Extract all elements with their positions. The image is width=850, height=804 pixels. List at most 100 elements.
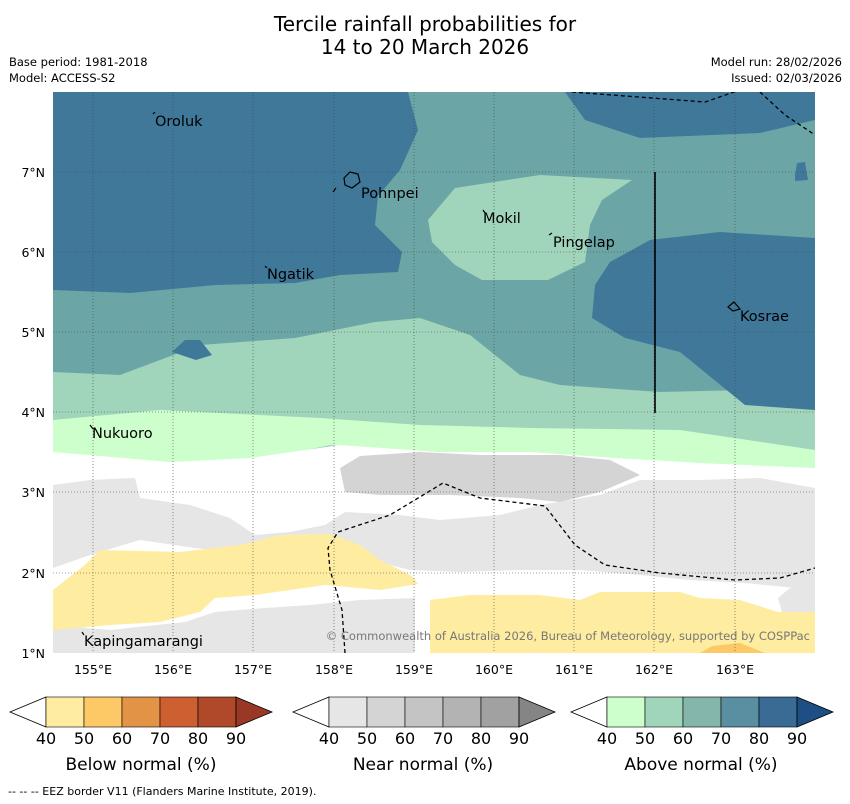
- base-period: Base period: 1981-2018: [9, 55, 148, 69]
- below-normal-label: Below normal (%): [65, 755, 217, 775]
- lat-label: 6°N: [21, 245, 45, 260]
- near-colorbar-tick: 70: [433, 729, 453, 748]
- kosrae-island: [727, 301, 742, 312]
- place-nukuoro: Nukuoro: [92, 426, 153, 442]
- title-line-1: Tercile rainfall probabilities for: [273, 12, 577, 36]
- near-colorbar-segment: [366, 696, 406, 728]
- lon-label: 160°E: [475, 662, 513, 677]
- place-pingelap: Pingelap: [553, 235, 615, 251]
- region-below-40-east: [430, 592, 815, 653]
- below-colorbar-tick: 40: [36, 729, 56, 748]
- place-pohnpei: Pohnpei: [361, 186, 419, 202]
- below-colorbar-tick: 80: [188, 729, 208, 748]
- above-colorbar-segment: [606, 696, 646, 728]
- near-colorbar-tick: 80: [471, 729, 491, 748]
- lon-label: 161°E: [555, 662, 593, 677]
- region-below-50: [700, 643, 765, 653]
- above-normal-label: Above normal (%): [624, 755, 778, 775]
- above-colorbar-tick: 60: [673, 729, 693, 748]
- graticule: [53, 92, 815, 653]
- near-colorbar-under: [291, 696, 330, 728]
- below-colorbar-segment: [45, 696, 85, 728]
- region-near-40-south: [53, 598, 415, 653]
- model-name: Model: ACCESS-S2: [9, 71, 116, 85]
- place-oroluk: Oroluk: [155, 114, 203, 130]
- near-colorbar-segment: [442, 696, 482, 728]
- above-colorbar-over: [796, 696, 835, 728]
- longitude-labels: 155°E 156°E 157°E 158°E 159°E 160°E 161°…: [74, 662, 754, 677]
- place-kapingamarangi: Kapingamarangi: [84, 634, 203, 650]
- lat-label: 3°N: [21, 485, 45, 500]
- chart-title: Tercile rainfall probabilities for 14 to…: [0, 13, 850, 59]
- region-above-70-blob: [172, 340, 212, 360]
- pohnpei-islet: [332, 187, 337, 193]
- region-near-40: [53, 478, 815, 590]
- below-colorbar-over: [235, 696, 274, 728]
- place-kosrae: Kosrae: [740, 309, 789, 325]
- model-info: Base period: 1981-2018 Model: ACCESS-S2: [9, 54, 148, 86]
- eez-note: -- -- -- EEZ border V11 (Flanders Marine…: [8, 785, 317, 798]
- region-above-70-east: [592, 232, 815, 410]
- near-colorbar-segment: [404, 696, 444, 728]
- place-mokil: Mokil: [483, 211, 521, 227]
- lon-label: 158°E: [315, 662, 353, 677]
- kapingamarangi-atoll: [81, 631, 85, 636]
- above-colorbar-segment: [720, 696, 760, 728]
- latitude-labels: 7°N 6°N 5°N 4°N 3°N 2°N 1°N: [21, 165, 45, 661]
- region-above-40: [53, 410, 815, 470]
- title-line-2: 14 to 20 March 2026: [320, 35, 530, 59]
- region-above-70-west: [53, 92, 418, 293]
- pohnpei-island: [343, 171, 361, 189]
- near-colorbar-segment: [480, 696, 520, 728]
- islands: [81, 111, 742, 636]
- above-colorbar-under: [569, 696, 608, 728]
- near-colorbar-tick: 60: [395, 729, 415, 748]
- lon-label: 156°E: [154, 662, 192, 677]
- run-info: Model run: 28/02/2026 Issued: 02/03/2026: [711, 54, 842, 86]
- model-run: Model run: 28/02/2026: [710, 55, 842, 69]
- below-colorbar-tick: 50: [74, 729, 94, 748]
- below-colorbar-under: [8, 696, 47, 728]
- lat-label: 5°N: [21, 325, 45, 340]
- region-near-50: [340, 452, 640, 502]
- lon-label: 159°E: [395, 662, 433, 677]
- below-colorbar-segment: [159, 696, 199, 728]
- place-labels: Oroluk Pohnpei Mokil Pingelap Ngatik Kos…: [84, 114, 789, 650]
- below-colorbar-segment: [121, 696, 161, 728]
- near-normal-label: Near normal (%): [352, 755, 494, 775]
- above-colorbar-segment: [758, 696, 798, 728]
- lat-label: 1°N: [21, 646, 45, 661]
- region-above-50-mokil: [428, 175, 632, 280]
- ngatik-atoll: [264, 265, 268, 269]
- lon-label: 162°E: [635, 662, 673, 677]
- lon-label: 163°E: [716, 662, 754, 677]
- lat-label: 4°N: [21, 405, 45, 420]
- issued-date: Issued: 02/03/2026: [731, 71, 842, 85]
- above-colorbar-tick: 90: [787, 729, 807, 748]
- colorbar-above-normal: 40 50 60 70 80 90: [569, 696, 835, 748]
- region-above-70-islet: [795, 162, 808, 181]
- region-above-70-north: [565, 92, 815, 138]
- probability-field: Oroluk Pohnpei Mokil Pingelap Ngatik Kos…: [53, 92, 815, 653]
- pingelap-atoll: [548, 232, 553, 236]
- near-colorbar-tick: 90: [509, 729, 529, 748]
- lat-label: 7°N: [21, 165, 45, 180]
- near-colorbar-tick: 50: [357, 729, 377, 748]
- nukuoro-atoll: [89, 424, 94, 430]
- below-colorbar-tick: 90: [226, 729, 246, 748]
- lon-label: 155°E: [74, 662, 112, 677]
- below-colorbar-tick: 60: [112, 729, 132, 748]
- above-colorbar-segment: [644, 696, 684, 728]
- oroluk-atoll: [152, 111, 156, 115]
- colorbar-below-normal: 40 50 60 70 80 90: [8, 696, 274, 748]
- place-ngatik: Ngatik: [267, 267, 315, 283]
- eez-border: [327, 92, 815, 653]
- above-colorbar-tick: 50: [635, 729, 655, 748]
- above-colorbar-tick: 40: [597, 729, 617, 748]
- region-near-40-east: [778, 588, 815, 612]
- copyright-note: © Commonwealth of Australia 2026, Bureau…: [326, 629, 810, 643]
- lat-label: 2°N: [21, 566, 45, 581]
- colorbar-near-normal: 40 50 60 70 80 90: [291, 696, 557, 748]
- below-colorbar-segment: [197, 696, 237, 728]
